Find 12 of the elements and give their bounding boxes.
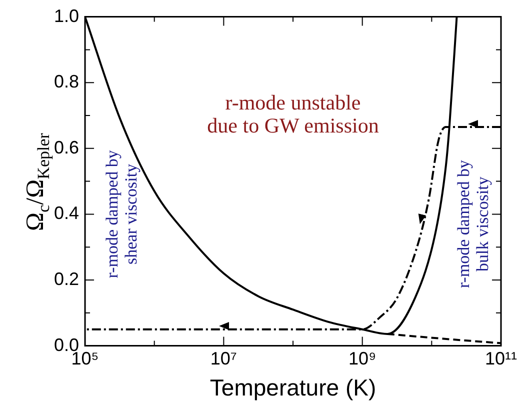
annotation: r-mode damped by shear viscosity <box>102 150 140 278</box>
y-tick-label: 1.0 <box>54 6 80 26</box>
x-tick-label: 10¹¹ <box>484 348 518 369</box>
x-axis-title: Temperature (K) <box>210 374 376 401</box>
annotation: r-mode damped by bulk viscosity <box>454 160 492 288</box>
x-tick-label: 10⁷ <box>210 348 237 369</box>
x-tick-label: 10⁹ <box>348 348 376 369</box>
y-tick-label: 0.2 <box>54 268 80 289</box>
y-tick-label: 0.6 <box>54 137 80 158</box>
y-tick-label: 0.4 <box>54 203 80 224</box>
annotation: r-mode unstable due to GW emission <box>207 90 380 138</box>
y-tick-label: 0.8 <box>54 72 80 92</box>
